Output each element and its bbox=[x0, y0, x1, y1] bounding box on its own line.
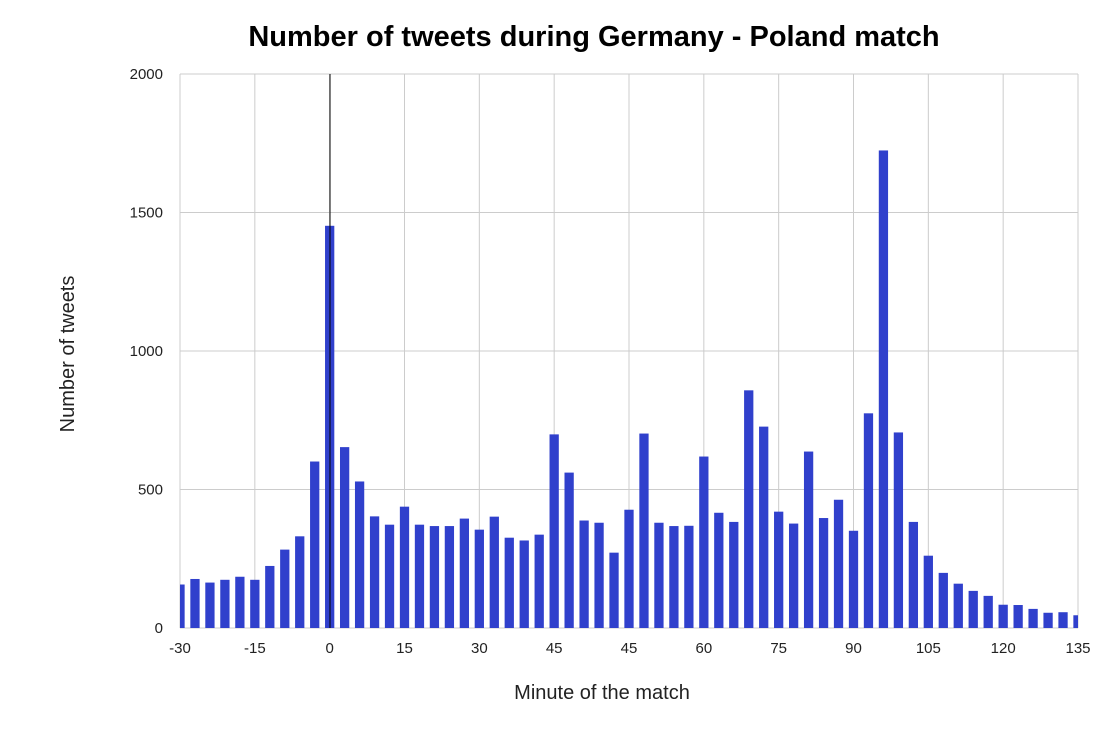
bar bbox=[878, 150, 889, 628]
x-tick-label: 135 bbox=[1065, 640, 1090, 657]
x-tick-label: 30 bbox=[471, 640, 488, 657]
bar bbox=[519, 540, 529, 628]
y-axis-title: Number of tweets bbox=[57, 276, 79, 433]
bar bbox=[220, 579, 230, 628]
bar bbox=[908, 521, 919, 628]
bar bbox=[714, 512, 724, 628]
bar bbox=[1013, 605, 1023, 628]
bar bbox=[429, 526, 440, 628]
bar bbox=[579, 520, 589, 628]
bar bbox=[399, 506, 410, 628]
bar bbox=[444, 526, 455, 628]
x-tick-label: 90 bbox=[845, 640, 862, 657]
bar bbox=[953, 583, 963, 628]
bar bbox=[250, 579, 260, 628]
bar bbox=[938, 572, 948, 628]
x-tick-label: -30 bbox=[169, 640, 191, 657]
bar bbox=[295, 536, 305, 628]
x-tick-label: 0 bbox=[325, 640, 333, 657]
bar bbox=[369, 516, 380, 628]
bar bbox=[265, 565, 275, 628]
y-tick-label: 0 bbox=[155, 620, 163, 637]
bar bbox=[998, 604, 1008, 628]
bar bbox=[1058, 612, 1068, 628]
x-tick-label: 105 bbox=[916, 640, 941, 657]
bar bbox=[549, 434, 559, 628]
bar bbox=[729, 521, 739, 628]
bar bbox=[205, 582, 215, 628]
bar bbox=[1043, 612, 1053, 628]
bar bbox=[1028, 608, 1038, 628]
bar bbox=[310, 461, 320, 628]
chart-title: Number of tweets during Germany - Poland… bbox=[248, 21, 939, 53]
bar bbox=[354, 481, 365, 628]
y-tick-label: 1500 bbox=[130, 205, 163, 222]
bar bbox=[594, 522, 604, 628]
bar bbox=[893, 432, 904, 628]
bar bbox=[414, 524, 425, 628]
bar bbox=[774, 511, 784, 628]
x-tick-label: 60 bbox=[695, 640, 712, 657]
x-tick-label: 120 bbox=[991, 640, 1016, 657]
bar bbox=[983, 595, 993, 628]
y-tick-label: 1000 bbox=[130, 343, 163, 360]
bar bbox=[339, 447, 350, 628]
bar bbox=[180, 584, 185, 628]
bar bbox=[235, 576, 245, 628]
bar bbox=[684, 525, 694, 628]
y-tick-label: 2000 bbox=[130, 66, 163, 83]
bar bbox=[534, 534, 544, 628]
x-tick-label: -15 bbox=[244, 640, 266, 657]
bar bbox=[968, 590, 978, 628]
bar bbox=[280, 549, 290, 628]
bar bbox=[639, 433, 649, 628]
bar bbox=[923, 555, 933, 628]
bar bbox=[459, 518, 470, 628]
bar bbox=[654, 522, 664, 628]
bar bbox=[489, 516, 499, 628]
bar bbox=[564, 472, 574, 628]
bar bbox=[788, 523, 799, 628]
y-tick-label: 500 bbox=[138, 482, 163, 499]
bar bbox=[848, 530, 859, 628]
x-tick-label: 75 bbox=[770, 640, 787, 657]
bar bbox=[669, 526, 679, 628]
x-axis-title: Minute of the match bbox=[514, 682, 690, 704]
y-axis-tick-labels: 0 500 1000 1500 2000 bbox=[130, 66, 163, 637]
bar bbox=[474, 529, 484, 628]
bar bbox=[818, 518, 829, 628]
x-tick-label: 15 bbox=[396, 640, 413, 657]
bar bbox=[803, 451, 814, 628]
bar bbox=[863, 413, 874, 628]
x-axis-tick-labels: -30 -15 0 15 30 45 45 60 75 90 105 120 135 bbox=[169, 640, 1090, 657]
bar bbox=[833, 499, 844, 628]
bar bbox=[1073, 615, 1078, 628]
bar bbox=[744, 390, 754, 628]
x-tick-label: 45 bbox=[621, 640, 638, 657]
bar bbox=[504, 537, 514, 628]
bar bbox=[699, 456, 709, 628]
bar bbox=[384, 524, 395, 628]
bar bbox=[609, 552, 619, 628]
bar bbox=[624, 509, 634, 628]
bar bbox=[759, 426, 769, 628]
bar bbox=[190, 578, 200, 628]
x-tick-label: 45 bbox=[546, 640, 563, 657]
